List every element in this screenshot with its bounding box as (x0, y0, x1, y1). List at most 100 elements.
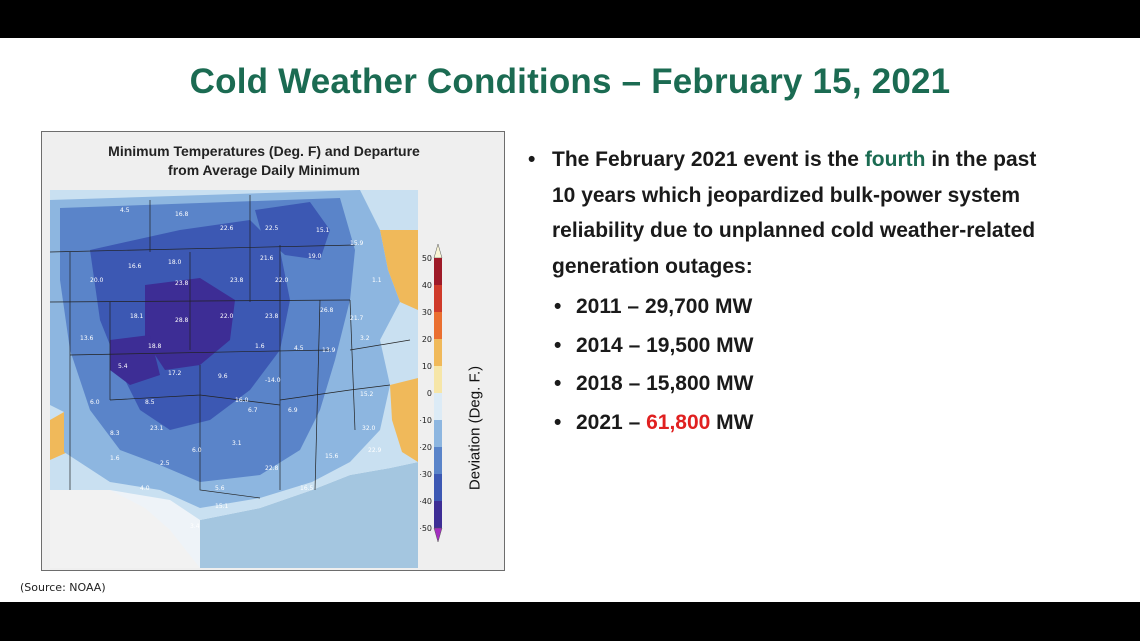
state-boundaries (50, 195, 411, 499)
map-value: 16.6 (128, 263, 142, 270)
colorbar-tick: −30 (420, 470, 432, 479)
outage-year: 2021 (576, 410, 623, 434)
map-value: 3.4 (190, 523, 200, 530)
outage-value: 29,700 (644, 295, 710, 318)
map-value: 16.0 (235, 397, 249, 404)
map-value: 17.2 (168, 370, 182, 377)
colorbar-tick: 20 (422, 335, 432, 344)
gulf-of-mexico (200, 462, 418, 568)
map-value: 8.5 (145, 399, 155, 406)
map-value: 4.0 (140, 485, 150, 492)
map-value: 13.9 (322, 347, 336, 354)
map-value: 15.6 (325, 453, 339, 460)
dark-blue-region-north (255, 202, 330, 260)
map-value: 16.5 (300, 485, 314, 492)
map-value: 23.8 (230, 277, 244, 284)
map-value: 19.0 (308, 253, 322, 260)
colorbar-tick: 50 (422, 254, 432, 263)
map-value: 5.4 (118, 363, 128, 370)
outage-dash: – (628, 333, 641, 357)
map-value: 4.5 (120, 207, 130, 214)
bullet-dot-icon: • (528, 148, 536, 171)
outage-unit: MW (716, 410, 754, 434)
map-value: 21.6 (260, 255, 274, 262)
bullet-dot-icon: • (554, 372, 562, 395)
outage-dash: – (628, 410, 641, 434)
bullet-list: • The February 2021 event is the fourth … (528, 142, 1128, 442)
deviation-colorbar: 50 40 30 20 10 0 −10 −20 −30 −40 −50 (420, 243, 443, 543)
bullet-text-line-4: generation outages: (552, 254, 753, 278)
map-value: 20.0 (90, 277, 104, 284)
map-value: 15.9 (350, 240, 364, 247)
map-value: 15.2 (360, 391, 374, 398)
source-note: (Source: NOAA) (20, 581, 106, 594)
bullet-dot-icon: • (554, 333, 562, 357)
bullet-highlight-fourth: fourth (864, 148, 926, 171)
colorbar-tick: 0 (427, 389, 432, 398)
map-value: 15.1 (316, 227, 330, 234)
map-value: 15.1 (215, 503, 229, 510)
map-value: 22.6 (220, 225, 234, 232)
colorbar-label: Deviation (Deg. F.) (466, 365, 484, 491)
map-value: 22.5 (265, 225, 279, 232)
bullet-dot-icon: • (554, 410, 562, 434)
map-value: -14.0 (265, 377, 281, 384)
outage-unit: MW (715, 295, 753, 318)
map-value: 21.7 (350, 315, 364, 322)
map-value: 3.2 (360, 335, 370, 342)
map-value: 9.6 (218, 373, 228, 380)
bullet-text-prefix: The February 2021 event is the (552, 148, 859, 171)
colorbar-tick: −40 (420, 497, 432, 506)
outage-year: 2018 (576, 372, 623, 395)
mexico-region (50, 490, 200, 568)
map-value: 6.7 (248, 407, 258, 414)
temperature-departure-map: 4.5 16.8 22.6 22.5 15.1 15.9 16.6 18.0 2… (50, 190, 418, 568)
warm-region-northeast (380, 230, 418, 310)
map-value: 1.6 (110, 455, 120, 462)
map-title: Minimum Temperatures (Deg. F) and Depart… (42, 142, 486, 180)
outage-item-2014: • 2014 – 19,500 MW (554, 327, 1128, 366)
map-value: 16.8 (175, 211, 189, 218)
main-bullet: • The February 2021 event is the fourth … (528, 142, 1128, 284)
map-value: 23.8 (175, 280, 189, 287)
map-value: 1.1 (372, 277, 382, 284)
map-value: 18.8 (148, 343, 162, 350)
map-value: 32.0 (362, 425, 376, 432)
map-value: 6.0 (90, 399, 100, 406)
outage-value: 19,500 (646, 333, 711, 357)
map-value: 28.8 (175, 317, 189, 324)
outage-dash: – (627, 295, 640, 318)
colorbar-tick: −20 (420, 443, 432, 452)
map-value: 22.9 (368, 447, 382, 454)
map-value: 26.8 (320, 307, 334, 314)
map-title-line-1: Minimum Temperatures (Deg. F) and Depart… (108, 143, 420, 159)
map-value: 23.8 (265, 313, 279, 320)
map-value: 5.6 (215, 485, 225, 492)
bullet-text-line-3: reliability due to unplanned cold weathe… (552, 219, 1036, 242)
outage-value-highlight: 61,800 (646, 410, 711, 434)
map-value: 18.1 (130, 313, 144, 320)
outage-item-2018: • 2018 – 15,800 MW (554, 365, 1128, 404)
temperature-map-panel: Minimum Temperatures (Deg. F) and Depart… (41, 131, 505, 571)
outage-dash: – (628, 372, 641, 395)
slide-title: Cold Weather Conditions – February 15, 2… (189, 62, 951, 101)
colorbar-tick: −10 (420, 416, 432, 425)
map-value: 13.6 (80, 335, 94, 342)
warm-region-west (50, 412, 68, 460)
colorbar-tick: 30 (422, 308, 432, 317)
map-value: 23.1 (150, 425, 164, 432)
map-value: 22.8 (265, 465, 279, 472)
map-title-line-2: from Average Daily Minimum (168, 162, 360, 178)
map-value: 1.6 (255, 343, 265, 350)
colorbar-tick: −50 (420, 524, 432, 533)
colorbar-tick: 40 (422, 281, 432, 290)
bullet-dot-icon: • (554, 295, 562, 318)
outage-unit: MW (716, 333, 754, 357)
outage-list: • 2011 – 29,700 MW • 2014 – 19,500 MW • … (528, 288, 1128, 442)
warm-region-southeast (390, 378, 418, 462)
map-value-labels: 4.5 16.8 22.6 22.5 15.1 15.9 16.6 18.0 2… (80, 207, 382, 530)
map-value: 6.9 (288, 407, 298, 414)
slide: Cold Weather Conditions – February 15, 2… (0, 38, 1140, 602)
outage-year: 2011 (576, 295, 622, 318)
map-value: 22.0 (275, 277, 289, 284)
